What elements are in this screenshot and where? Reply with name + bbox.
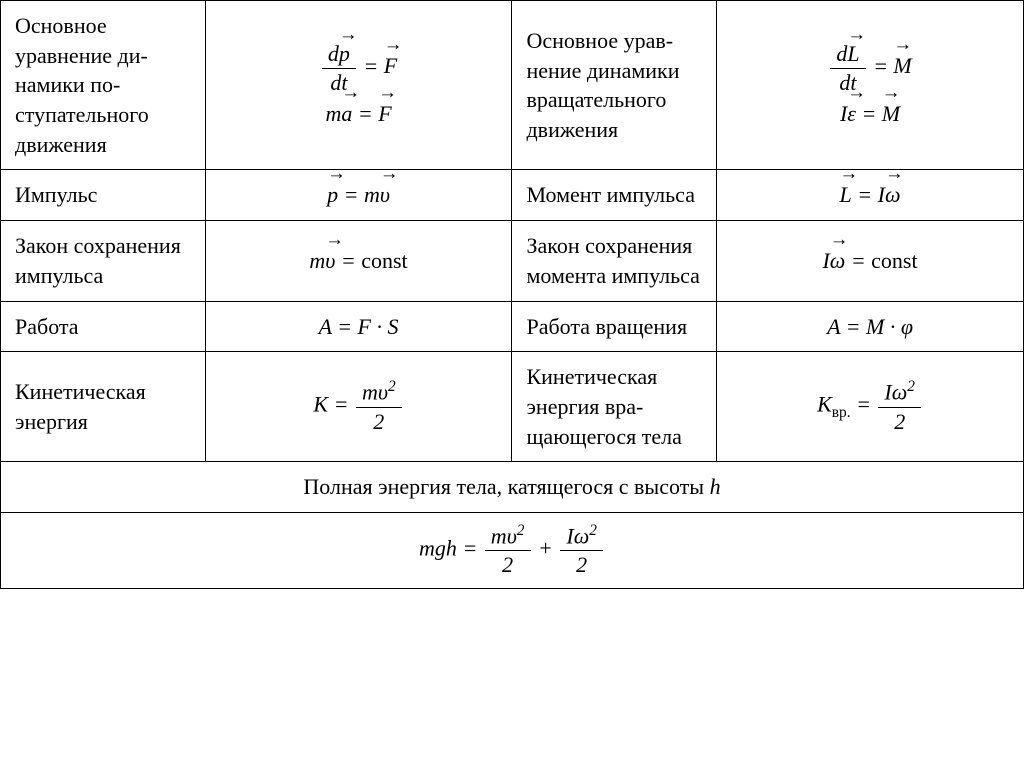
- label-left: Закон сохра­нения им­пульса: [1, 221, 206, 301]
- footer-title-cell: Полная энергия тела, катящегося с высоты…: [1, 462, 1024, 513]
- label-left: Работа: [1, 301, 206, 352]
- table-row: Основное уравнение ди­намики по­ступател…: [1, 1, 1024, 170]
- label-right: Работа враще­ния: [512, 301, 717, 352]
- label-left: Основное уравнение ди­намики по­ступател…: [1, 1, 206, 170]
- formula-left: A = F · S: [205, 301, 512, 352]
- label-right: Кинетическая энергия вра­щающегося тела: [512, 352, 717, 462]
- table-row: Импульсp→ = mυ→Момент им­пульсаL→ = Iω→: [1, 170, 1024, 221]
- formula-right: A = M · φ: [717, 301, 1024, 352]
- label-right: Основное урав­нение динамики вращательно…: [512, 1, 717, 170]
- formula-right: L→ = Iω→: [717, 170, 1024, 221]
- table-row: Кинетическая энергияK = mυ22Кинетическая…: [1, 352, 1024, 462]
- physics-table: Основное уравнение ди­намики по­ступател…: [0, 0, 1024, 589]
- formula-left: p→ = mυ→: [205, 170, 512, 221]
- table-row: РаботаA = F · SРабота враще­нияA = M · φ: [1, 301, 1024, 352]
- label-right: Момент им­пульса: [512, 170, 717, 221]
- label-right: Закон сохране­ния момента импульса: [512, 221, 717, 301]
- footer-title-text: Полная энергия тела, катящегося с высоты: [303, 474, 704, 499]
- footer-title-var: h: [710, 474, 721, 499]
- formula-left: mυ→ = const: [205, 221, 512, 301]
- label-left: Кинетическая энергия: [1, 352, 206, 462]
- formula-left: dp→dt = F→ma→ = F→: [205, 1, 512, 170]
- label-left: Импульс: [1, 170, 206, 221]
- formula-right: Iω→ = const: [717, 221, 1024, 301]
- footer-title-row: Полная энергия тела, катящегося с высоты…: [1, 462, 1024, 513]
- formula-left: K = mυ22: [205, 352, 512, 462]
- footer-formula-cell: mgh = mυ22 + Iω22: [1, 512, 1024, 588]
- formula-right: Kвр. = Iω22: [717, 352, 1024, 462]
- footer-formula-row: mgh = mυ22 + Iω22: [1, 512, 1024, 588]
- table-body: Основное уравнение ди­намики по­ступател…: [1, 1, 1024, 462]
- formula-right: dL→dt = M→Iε→ = M→: [717, 1, 1024, 170]
- table-row: Закон сохра­нения им­пульсаmυ→ = constЗа…: [1, 221, 1024, 301]
